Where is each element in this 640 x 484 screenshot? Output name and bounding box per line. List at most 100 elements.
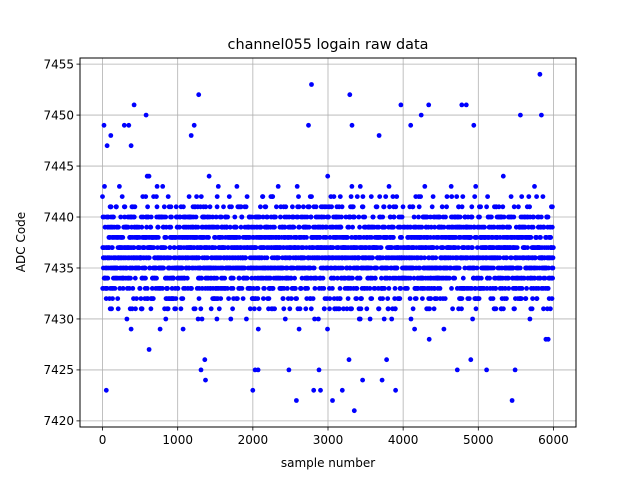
data-point: [194, 194, 200, 200]
data-point: [392, 306, 398, 312]
data-point: [163, 316, 169, 322]
data-point: [109, 306, 114, 312]
data-point: [240, 296, 246, 301]
data-point: [360, 194, 366, 200]
data-point: [348, 194, 354, 200]
data-point: [171, 275, 177, 281]
data-point: [487, 275, 492, 281]
data-point: [484, 204, 489, 210]
data-point: [233, 224, 239, 230]
outlier-point: [255, 367, 261, 373]
data-point: [418, 194, 423, 200]
data-point: [257, 214, 262, 220]
y-tick-label: 7450: [43, 108, 74, 122]
data-point: [350, 224, 355, 230]
data-point: [369, 235, 374, 240]
outlier-point: [471, 122, 477, 128]
data-point: [536, 286, 541, 291]
data-point: [337, 296, 343, 301]
data-point: [167, 245, 173, 251]
data-point: [386, 286, 392, 291]
data-point: [407, 296, 413, 301]
outlier-point: [537, 71, 543, 77]
x-tick-label: 2000: [238, 433, 269, 447]
data-point: [477, 214, 482, 220]
data-point: [236, 275, 242, 281]
data-point: [203, 204, 209, 210]
data-point: [125, 224, 131, 230]
data-point: [422, 184, 428, 189]
data-point: [285, 286, 290, 291]
data-point: [419, 224, 425, 230]
data-point: [234, 184, 240, 189]
data-point: [412, 326, 417, 332]
outlier-point: [393, 387, 398, 393]
data-point: [441, 326, 447, 332]
data-point: [131, 214, 137, 220]
y-tick-label: 7445: [43, 159, 74, 173]
data-point: [504, 296, 509, 301]
data-point: [500, 204, 506, 210]
data-point: [376, 224, 382, 230]
data-point: [144, 224, 150, 230]
data-point: [429, 204, 435, 210]
data-point: [356, 255, 362, 261]
outlier-point: [454, 367, 460, 373]
data-point: [359, 296, 364, 301]
data-point: [215, 224, 221, 230]
data-point: [354, 194, 360, 200]
data-point: [192, 306, 198, 312]
data-point: [195, 224, 201, 230]
outlier-point: [250, 387, 256, 393]
data-point: [132, 275, 138, 281]
data-point: [474, 265, 480, 271]
data-point: [287, 306, 293, 312]
data-point: [258, 204, 263, 210]
data-point: [354, 286, 360, 291]
data-point: [252, 306, 257, 312]
data-point: [226, 194, 232, 200]
data-point: [243, 255, 249, 261]
data-point: [382, 224, 388, 230]
outlier-point: [143, 112, 149, 118]
outlier-point: [128, 143, 134, 149]
data-point: [468, 235, 474, 240]
data-point: [294, 296, 299, 301]
data-point: [460, 194, 466, 200]
data-point: [230, 306, 236, 312]
outlier-point: [376, 133, 382, 138]
x-tick-label: 3000: [313, 433, 344, 447]
data-point: [369, 296, 375, 301]
data-point: [120, 235, 126, 240]
data-point: [381, 316, 387, 322]
data-point: [459, 306, 464, 312]
data-point: [462, 265, 468, 271]
data-point: [136, 265, 142, 271]
data-point: [450, 306, 455, 312]
data-point: [504, 255, 510, 261]
data-point: [213, 214, 219, 220]
data-point: [426, 336, 432, 342]
data-point: [473, 184, 479, 189]
data-point: [229, 204, 234, 210]
data-point: [367, 316, 373, 322]
data-point: [469, 286, 475, 291]
data-point: [527, 204, 532, 210]
data-point: [484, 286, 490, 291]
data-point: [154, 204, 160, 210]
data-point: [533, 255, 538, 261]
data-point: [541, 306, 546, 312]
data-point: [431, 306, 437, 312]
data-point: [230, 275, 236, 281]
data-point: [394, 265, 400, 271]
data-point: [317, 235, 323, 240]
data-point: [526, 194, 532, 200]
data-point: [357, 184, 363, 189]
data-point: [116, 224, 121, 230]
data-point: [278, 214, 283, 220]
data-point: [244, 275, 250, 281]
data-point: [128, 275, 133, 281]
data-point: [301, 204, 306, 210]
